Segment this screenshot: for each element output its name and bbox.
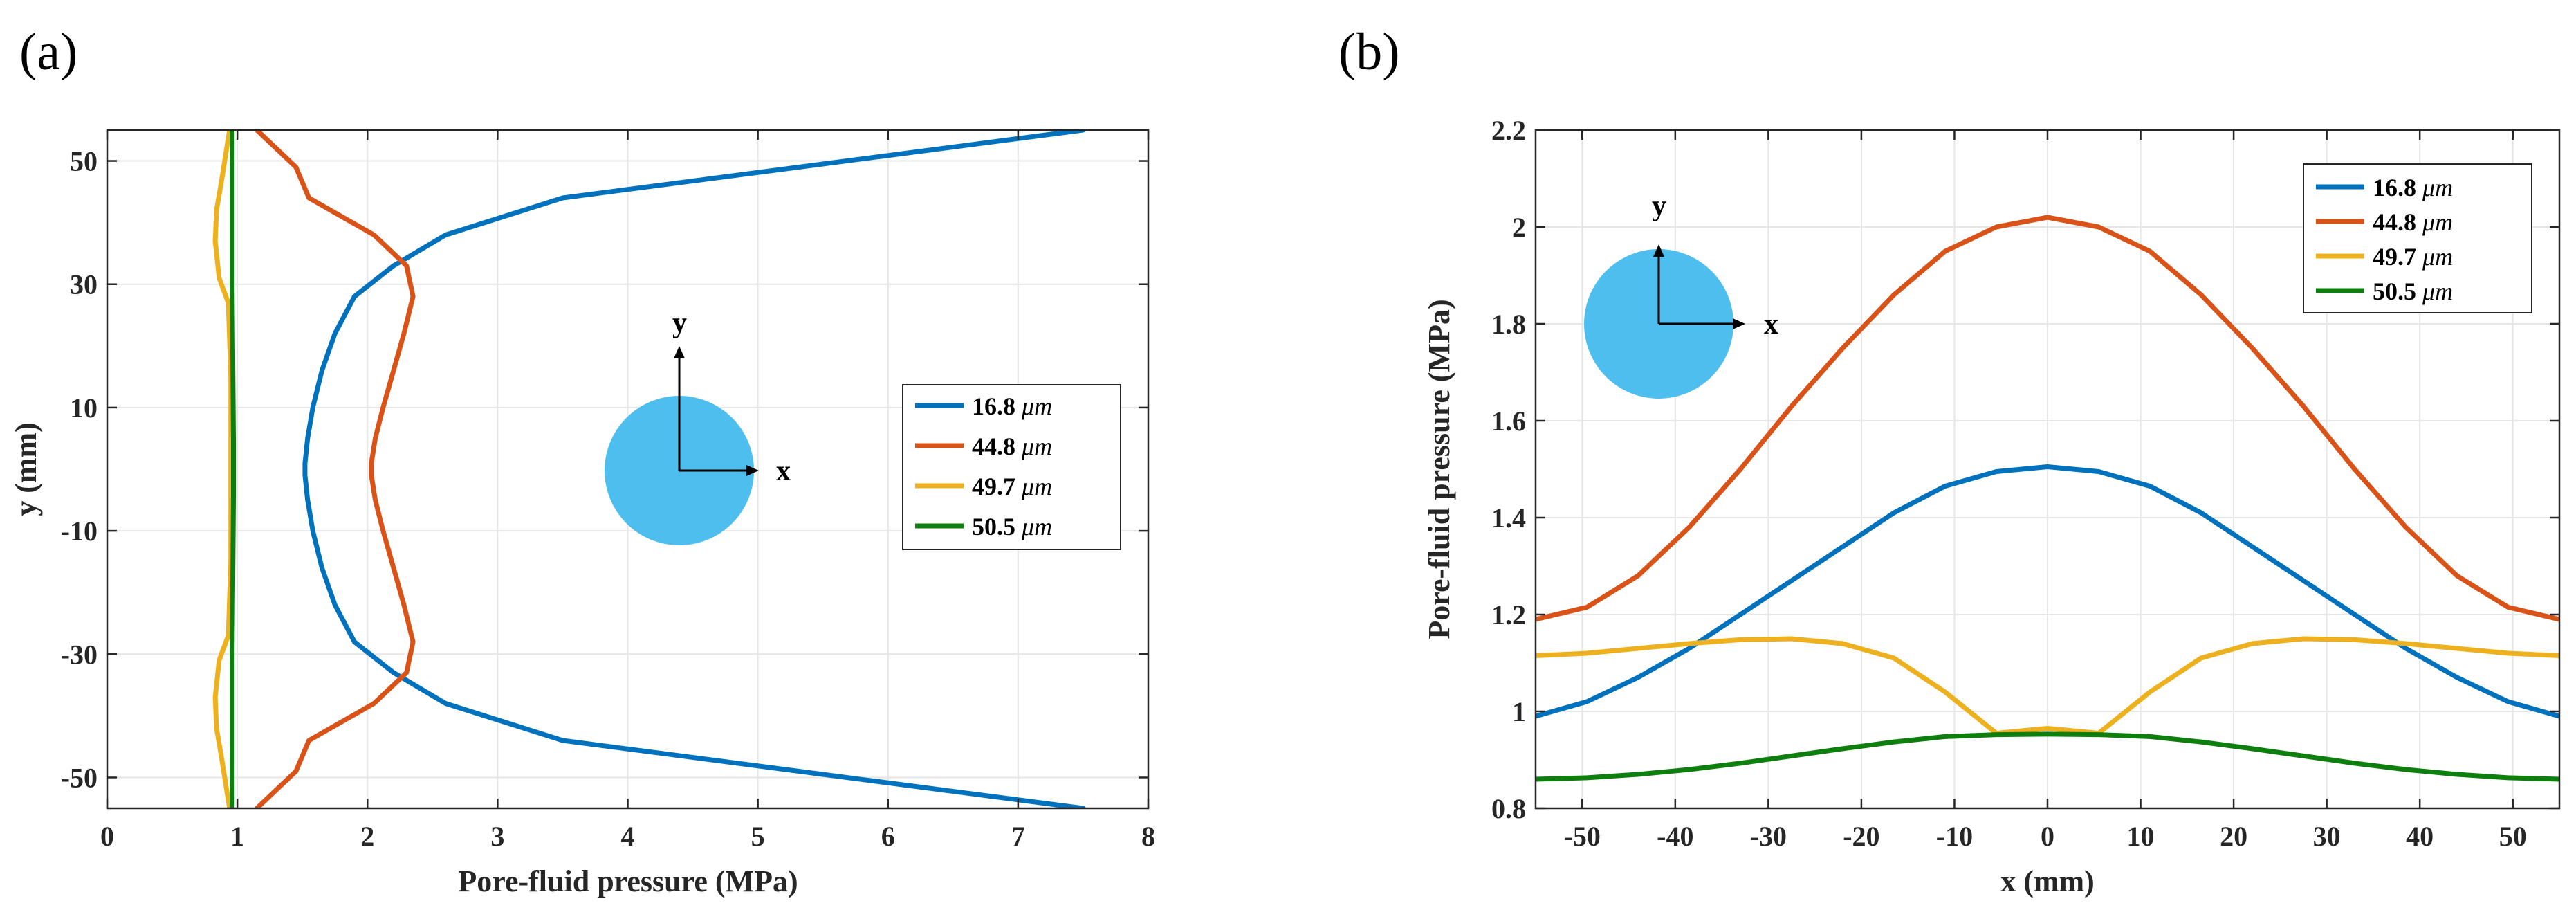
legend-value: 16.8: [2373, 174, 2422, 201]
y-tick-label: 2.2: [1491, 115, 1526, 146]
series-line-49.7: [1536, 636, 2559, 736]
legend-label-44.8: 44.8 μm: [2373, 208, 2453, 236]
x-tick-label: 50: [2499, 821, 2527, 852]
series-line-44.8: [1536, 215, 2559, 622]
series-line-50.5: [1536, 731, 2559, 782]
legend-label-44.8: 44.8 μm: [972, 433, 1052, 460]
chart-panel-b: -50 -40 -30 -20 -10 0 10 20 30 40 50 0.8 1 1.2 1.4 1.6 1…: [1338, 23, 2561, 898]
legend-value: 49.7: [972, 473, 1022, 500]
legend-value: 50.5: [2373, 277, 2422, 305]
x-tick-label: 1: [230, 821, 244, 852]
legend-value: 49.7: [2373, 243, 2422, 271]
y-tick-label: 0.8: [1491, 793, 1526, 824]
x-tick-label: -20: [1843, 821, 1879, 852]
inset-x-label: x: [776, 455, 791, 487]
y-tick-label: 10: [70, 392, 98, 424]
x-tick-label: -50: [1564, 821, 1601, 852]
y-tick-label: 1: [1512, 696, 1526, 727]
x-tick-label: 20: [2220, 821, 2247, 852]
x-tick-label: 30: [2313, 821, 2341, 852]
legend-value: 50.5: [972, 513, 1022, 540]
panel-label: (a): [19, 23, 77, 81]
series-line-44.8: [254, 130, 416, 808]
x-tick-label: 2: [360, 821, 374, 852]
y-axis-label: Pore-fluid pressure (MPa): [1422, 299, 1456, 639]
y-tick-label: -50: [61, 762, 98, 793]
x-tick-label: 6: [881, 821, 895, 852]
y-tick-label: -30: [61, 639, 98, 670]
y-tick-label: 1.6: [1491, 406, 1526, 437]
x-tick-label: 0: [2041, 821, 2054, 852]
legend-unit: μm: [1021, 473, 1052, 500]
x-arrow-head: [1733, 318, 1745, 329]
y-tick-label: 1.8: [1491, 309, 1526, 340]
x-tick-label: -10: [1936, 821, 1973, 852]
chart-panel-a: 0 1 2 3 4 5 6 7 8 50 30 10 -10 -30 -50 Pore-fluid press…: [9, 23, 1155, 898]
y-tick-label: 30: [70, 269, 98, 300]
x-tick-label: 4: [621, 821, 635, 852]
y-tick-label: 1.4: [1491, 502, 1526, 534]
y-axis-label: y (mm): [9, 422, 43, 516]
y-arrow-head: [1653, 244, 1664, 257]
legend-unit: μm: [2422, 277, 2453, 305]
legend-unit: μm: [2422, 208, 2453, 236]
x-tick-label: 10: [2127, 821, 2155, 852]
inset-y-label: y: [1652, 190, 1666, 222]
y-tick-label: 1.2: [1491, 599, 1526, 630]
series-group: [212, 130, 1086, 808]
series-line-16.8: [1536, 464, 2559, 719]
legend-unit: μm: [2422, 174, 2453, 201]
x-axis-label: Pore-fluid pressure (MPa): [458, 864, 798, 898]
x-tick-label: 0: [100, 821, 114, 852]
y-tick-label: -10: [61, 516, 98, 547]
legend-label-49.7: 49.7 μm: [972, 473, 1052, 500]
y-tick-label: 2: [1512, 212, 1526, 243]
series-line-16.8: [302, 130, 1086, 808]
series-line-49.7: [212, 130, 234, 808]
x-tick-label: -40: [1657, 821, 1693, 852]
inset-y-label: y: [672, 307, 687, 339]
legend-unit: μm: [1021, 392, 1052, 420]
x-tick-label: 3: [490, 821, 504, 852]
series-line-50.5: [230, 130, 236, 808]
x-arrow-head: [746, 465, 759, 476]
panel-label: (b): [1338, 23, 1400, 81]
legend-unit: μm: [1021, 513, 1052, 540]
x-tick-label: 40: [2406, 821, 2434, 852]
legend-value: 16.8: [972, 392, 1022, 420]
inset-x-label: x: [1764, 309, 1778, 340]
legend-label-16.8: 16.8 μm: [972, 392, 1052, 420]
legend-label-50.5: 50.5 μm: [2373, 277, 2453, 305]
y-tick-label: 50: [70, 146, 98, 177]
legend-unit: μm: [2422, 243, 2453, 271]
legend-label-50.5: 50.5 μm: [972, 513, 1052, 540]
x-axis-label: x (mm): [2000, 864, 2095, 898]
y-arrow-head: [674, 346, 685, 358]
legend-label-49.7: 49.7 μm: [2373, 243, 2453, 271]
x-tick-label: 5: [751, 821, 765, 852]
x-tick-label: 8: [1141, 821, 1155, 852]
legend-unit: μm: [1021, 433, 1052, 460]
x-tick-label: 7: [1011, 821, 1025, 852]
legend-box: [902, 384, 1121, 550]
legend-label-16.8: 16.8 μm: [2373, 174, 2453, 201]
legend-value: 44.8: [972, 433, 1022, 460]
legend-value: 44.8: [2373, 208, 2422, 236]
series-group: [1536, 215, 2559, 782]
x-tick-label: -30: [1750, 821, 1787, 852]
